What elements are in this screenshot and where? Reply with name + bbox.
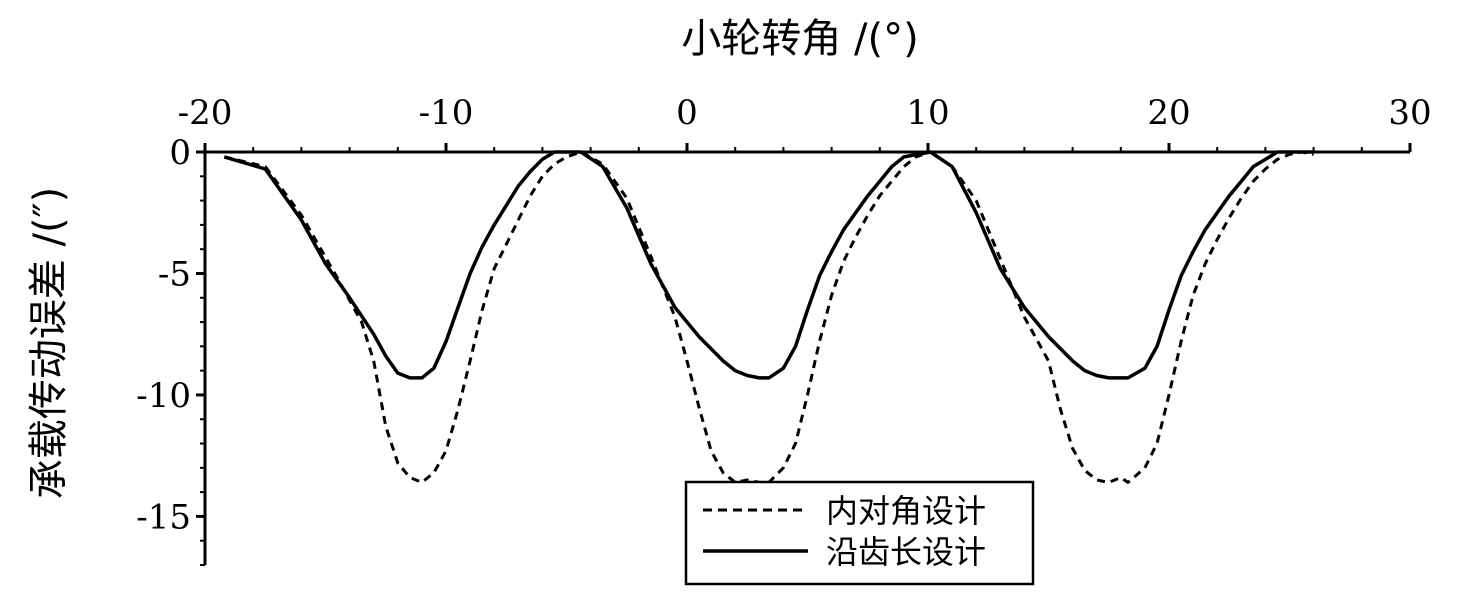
legend-box [684,480,1035,586]
solid-series-group [223,150,1314,380]
plot-area [223,150,1314,484]
x-axis-title: 小轮转角 /(°) [681,16,918,62]
y-axis-title: 承载传动误差 /(″) [26,187,72,499]
x-tick-label: 20 [1147,93,1190,133]
y-tick-label: -15 [136,497,191,537]
y-tick-label: -10 [136,376,191,416]
legend-label-dashed: 内对角设计 [826,492,986,530]
series-line-dashed [223,150,1314,484]
y-tick-label: 0 [169,133,191,173]
y-tick-label: -5 [158,254,191,294]
x-tick-label: 10 [906,93,949,133]
legend-label-solid: 沿齿长设计 [826,533,986,571]
y-axis-ticks: 0 -5 -10 -15 [136,133,205,566]
x-tick-label: -10 [419,93,474,133]
x-tick-label: -20 [178,93,233,133]
legend: 内对角设计 沿齿长设计 [684,480,1035,586]
x-axis-ticks: -20 -10 0 10 20 30 [178,93,1432,152]
x-tick-label: 0 [676,93,698,133]
x-tick-label: 30 [1388,93,1431,133]
dashed-series-group [223,150,1314,484]
series-line-solid [223,150,1314,380]
